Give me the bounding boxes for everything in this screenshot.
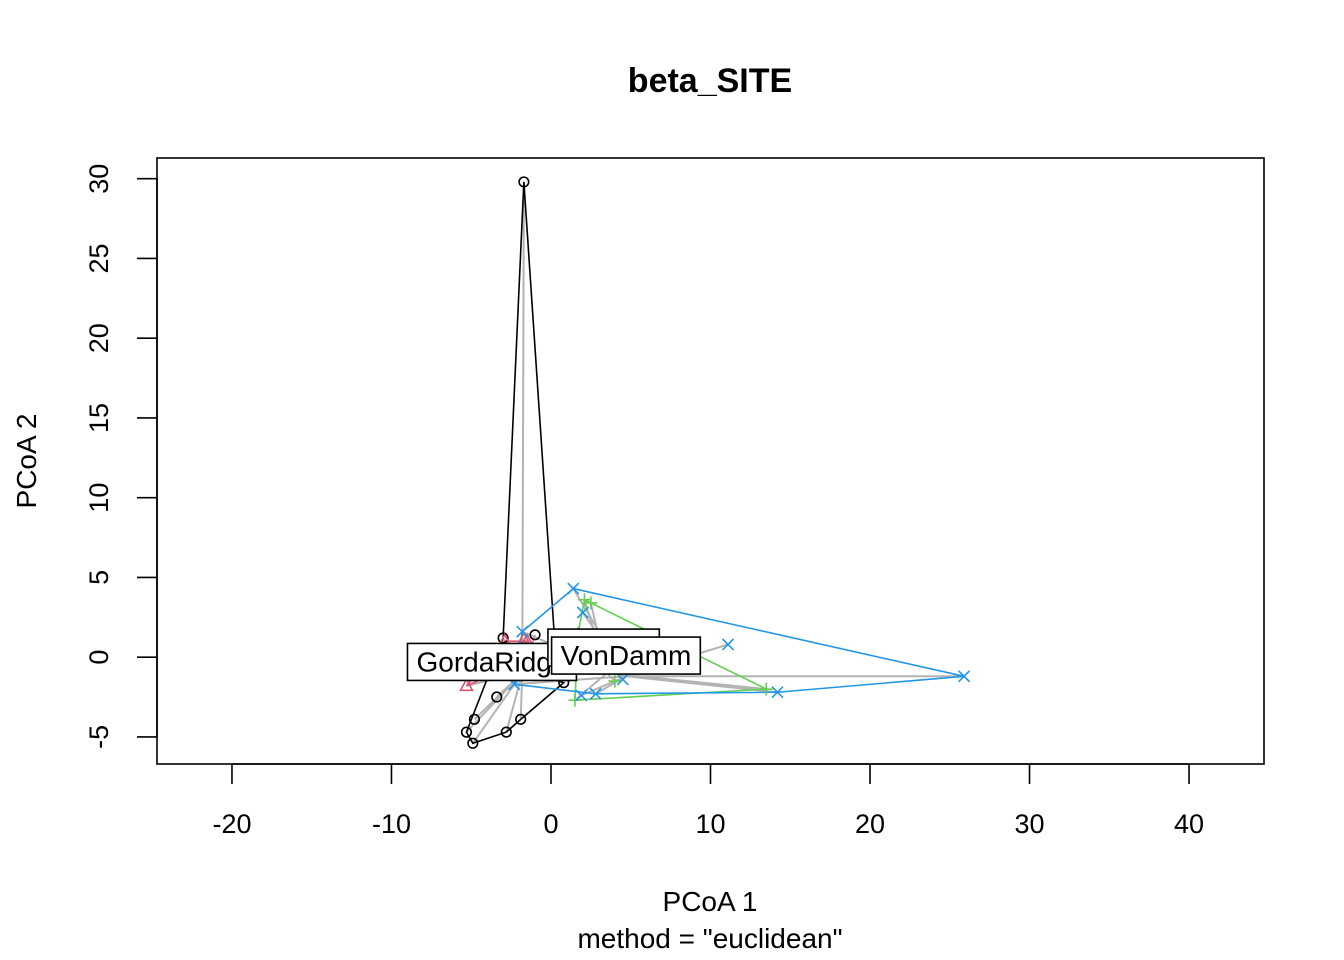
point-vondamm — [721, 638, 735, 651]
point-gordaridge — [515, 713, 527, 725]
point-unlabelled — [568, 693, 582, 707]
x-axis: -20 -10 0 10 20 30 40 — [212, 763, 1204, 839]
y-tick-label: 0 — [84, 650, 114, 665]
plot-area: GordaRidgePiccardVonDamm — [406, 176, 971, 749]
plot-contents: GordaRidgePiccardVonDamm — [406, 176, 971, 749]
x-tick-label: 10 — [695, 809, 725, 839]
point-gordaridge — [518, 176, 530, 188]
point-gordaridge — [467, 737, 479, 749]
group-label-text: GordaRidge — [416, 646, 567, 677]
x-axis-label: PCoA 1 — [663, 886, 758, 917]
point-unlabelled — [759, 682, 773, 696]
y-tick-label: 10 — [84, 483, 114, 513]
x-tick-label: -10 — [372, 809, 411, 839]
point-vondamm — [616, 673, 629, 686]
point-gordaridge — [529, 629, 541, 641]
y-tick-label: 15 — [84, 403, 114, 433]
x-tick-label: 30 — [1014, 809, 1044, 839]
point-vondamm — [576, 606, 589, 619]
point-unlabelled — [584, 596, 598, 610]
point-unlabelled — [577, 593, 591, 607]
point-gordaridge — [460, 726, 473, 738]
y-tick-label: 30 — [84, 164, 114, 194]
point-vondamm — [516, 625, 529, 638]
plot-frame — [156, 157, 1265, 765]
y-axis: -5 0 5 10 15 20 25 30 — [84, 164, 158, 749]
point-vondamm — [958, 670, 971, 683]
point-gordaridge — [491, 691, 503, 703]
x-tick-label: 20 — [855, 809, 885, 839]
x-tick-label: 0 — [543, 809, 558, 839]
y-tick-label: -5 — [84, 725, 114, 749]
y-axis-label: PCoA 2 — [11, 414, 42, 509]
point-unlabelled — [608, 674, 622, 688]
method-subtitle: method = "euclidean" — [577, 923, 842, 954]
point-gordaridge — [468, 713, 481, 725]
point-vondamm — [575, 689, 588, 702]
x-tick-label: -20 — [212, 809, 251, 839]
x-tick-label: 40 — [1174, 809, 1204, 839]
point-vondamm — [771, 686, 784, 699]
y-tick-label: 5 — [84, 570, 114, 585]
group-label-text: VonDamm — [561, 640, 692, 671]
point-vondamm — [567, 582, 580, 595]
point-piccard — [459, 677, 474, 692]
group-label-vondamm: VonDamm — [550, 636, 702, 675]
point-gordaridge — [500, 726, 512, 738]
chart-title: beta_SITE — [628, 62, 792, 100]
group-label-box — [550, 636, 702, 675]
y-tick-label: 25 — [84, 243, 114, 273]
point-vondamm — [589, 687, 602, 700]
spider-segment-gordaridge — [521, 181, 525, 674]
y-tick-label: 20 — [84, 323, 114, 353]
